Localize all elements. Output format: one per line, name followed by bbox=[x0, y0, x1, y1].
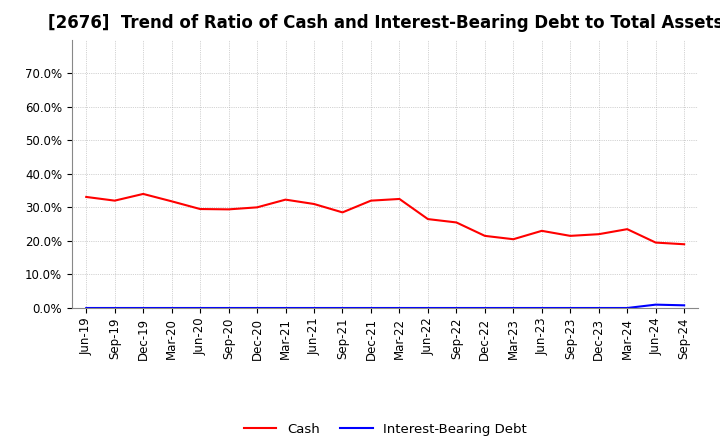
Interest-Bearing Debt bbox=[253, 305, 261, 311]
Interest-Bearing Debt bbox=[452, 305, 461, 311]
Interest-Bearing Debt bbox=[537, 305, 546, 311]
Interest-Bearing Debt bbox=[282, 305, 290, 311]
Cash bbox=[167, 199, 176, 204]
Cash bbox=[139, 191, 148, 197]
Cash bbox=[452, 220, 461, 225]
Interest-Bearing Debt bbox=[338, 305, 347, 311]
Interest-Bearing Debt bbox=[623, 305, 631, 311]
Cash bbox=[366, 198, 375, 203]
Interest-Bearing Debt bbox=[423, 305, 432, 311]
Interest-Bearing Debt bbox=[595, 305, 603, 311]
Cash bbox=[338, 210, 347, 215]
Cash bbox=[282, 197, 290, 202]
Interest-Bearing Debt bbox=[110, 305, 119, 311]
Cash bbox=[395, 196, 404, 202]
Interest-Bearing Debt bbox=[566, 305, 575, 311]
Cash bbox=[196, 206, 204, 212]
Title: [2676]  Trend of Ratio of Cash and Interest-Bearing Debt to Total Assets: [2676] Trend of Ratio of Cash and Intere… bbox=[48, 15, 720, 33]
Interest-Bearing Debt bbox=[167, 305, 176, 311]
Cash bbox=[680, 242, 688, 247]
Cash bbox=[537, 228, 546, 234]
Legend: Cash, Interest-Bearing Debt: Cash, Interest-Bearing Debt bbox=[238, 418, 532, 440]
Interest-Bearing Debt bbox=[82, 305, 91, 311]
Interest-Bearing Debt bbox=[366, 305, 375, 311]
Interest-Bearing Debt bbox=[225, 305, 233, 311]
Cash bbox=[310, 202, 318, 207]
Interest-Bearing Debt bbox=[196, 305, 204, 311]
Cash bbox=[623, 227, 631, 232]
Line: Interest-Bearing Debt: Interest-Bearing Debt bbox=[86, 304, 684, 308]
Interest-Bearing Debt bbox=[139, 305, 148, 311]
Cash bbox=[480, 233, 489, 238]
Interest-Bearing Debt bbox=[680, 303, 688, 308]
Cash bbox=[509, 237, 518, 242]
Interest-Bearing Debt bbox=[395, 305, 404, 311]
Cash bbox=[595, 231, 603, 237]
Interest-Bearing Debt bbox=[509, 305, 518, 311]
Line: Cash: Cash bbox=[86, 194, 684, 244]
Cash bbox=[652, 240, 660, 245]
Interest-Bearing Debt bbox=[310, 305, 318, 311]
Cash bbox=[566, 233, 575, 238]
Cash bbox=[225, 207, 233, 212]
Interest-Bearing Debt bbox=[652, 302, 660, 307]
Cash bbox=[423, 216, 432, 222]
Cash bbox=[82, 194, 91, 200]
Cash bbox=[110, 198, 119, 203]
Interest-Bearing Debt bbox=[480, 305, 489, 311]
Cash bbox=[253, 205, 261, 210]
